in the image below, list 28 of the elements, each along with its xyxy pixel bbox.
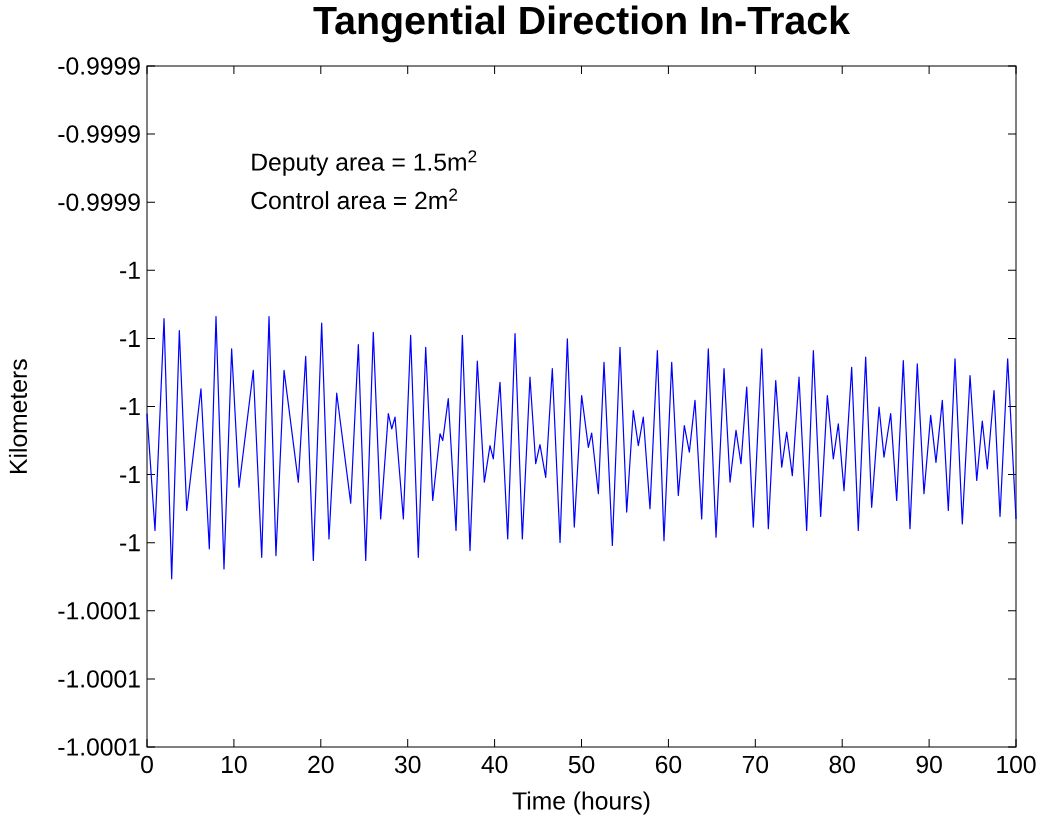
line-series xyxy=(146,316,1017,580)
y-tick-label: -0.9999 xyxy=(58,193,140,211)
x-tick-label: 40 xyxy=(481,755,508,774)
x-tick-label: 60 xyxy=(655,755,682,774)
y-tick-label: -1 xyxy=(120,261,140,279)
x-tick-label: 10 xyxy=(222,755,247,774)
x-tick-label: 90 xyxy=(916,755,942,774)
y-tick-label: -0.9999 xyxy=(58,125,140,143)
x-axis-title: Time (hours) xyxy=(512,791,650,815)
x-tick-label: 50 xyxy=(568,755,595,774)
y-tick-label: -1.0001 xyxy=(58,602,140,620)
y-tick-label: -1.0001 xyxy=(58,670,140,688)
y-tick-label: -1 xyxy=(120,398,140,415)
x-tick-label: 70 xyxy=(742,755,769,774)
y-tick-label: -1 xyxy=(120,466,140,484)
annotation: Deputy area = 1.5m$^{2}$ xyxy=(252,150,477,176)
x-tick-label: 0 xyxy=(141,755,153,774)
x-tick-label: 100 xyxy=(997,755,1036,774)
x-tick-label: 20 xyxy=(308,755,334,774)
annotation: Control area = 2m$^{2}$ xyxy=(251,188,458,210)
y-axis-title: Kilometers xyxy=(8,359,28,473)
y-tick-label: -1.0001 xyxy=(58,738,140,756)
y-tick-label: -1 xyxy=(120,534,140,552)
x-tick-label: 30 xyxy=(394,755,421,774)
chart-title: Tangential Direction In-Track xyxy=(313,5,851,43)
y-tick-label: -0.9999 xyxy=(58,57,140,75)
y-tick-label: -1 xyxy=(120,329,140,347)
x-tick-label: 80 xyxy=(829,755,855,774)
